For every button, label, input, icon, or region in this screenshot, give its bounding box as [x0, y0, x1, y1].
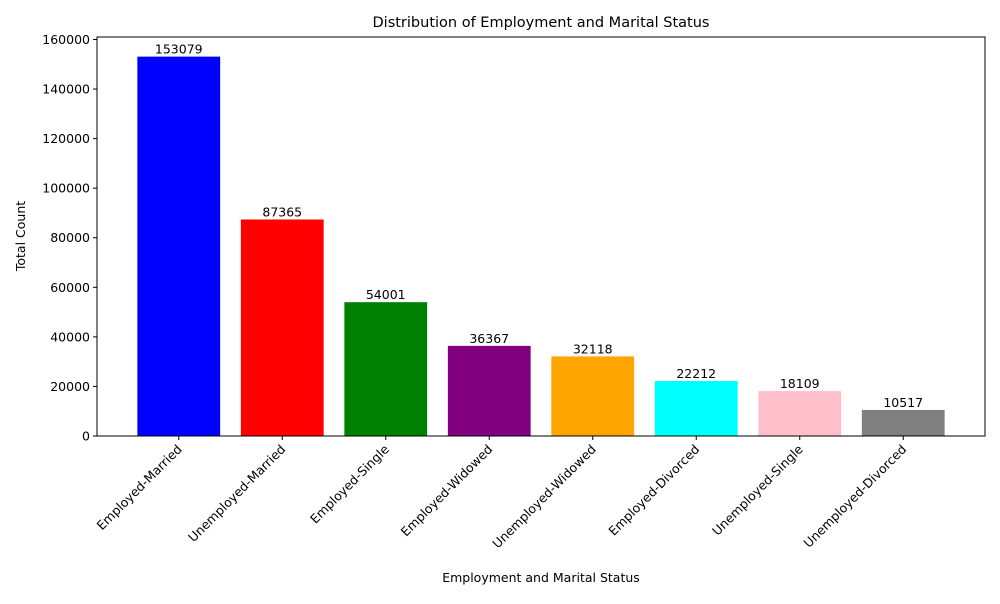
data-label: 36367 [469, 331, 509, 346]
data-label: 22212 [676, 366, 716, 381]
bar-employed-single [344, 302, 428, 436]
x-tick-label: Employed-Widowed [398, 442, 496, 540]
bar-unemployed-married [240, 219, 324, 436]
y-axis-label: Total Count [13, 201, 28, 272]
y-axis-ticks: 0 20000 40000 60000 80000 100000 120000 140000 1… [42, 32, 97, 444]
data-label: 87365 [262, 204, 302, 219]
bar-employed-married [137, 56, 221, 436]
bar-unemployed-divorced [861, 409, 945, 436]
y-tick-label: 120000 [42, 131, 90, 146]
x-tick-label: Employed-Married [93, 442, 184, 533]
x-tick-label: Employed-Divorced [605, 442, 702, 539]
x-tick-label: Unemployed-Married [185, 442, 288, 545]
chart-title: Distribution of Employment and Marital S… [373, 15, 710, 31]
bars-group [137, 56, 945, 436]
x-tick-label: Unemployed-Single [709, 441, 806, 538]
bar-employed-widowed [447, 345, 531, 436]
bar-unemployed-single [758, 391, 842, 436]
x-tick-label: Unemployed-Divorced [800, 442, 909, 551]
data-label: 153079 [155, 42, 203, 57]
data-labels-group: 153079 87365 54001 36367 32118 22212 18109 1051… [155, 42, 923, 410]
y-tick-label: 40000 [50, 329, 90, 344]
y-tick-label: 0 [82, 429, 90, 444]
data-label: 10517 [883, 395, 923, 410]
y-tick-label: 80000 [50, 230, 90, 245]
plot-area-frame [96, 36, 986, 437]
data-label: 54001 [366, 287, 406, 302]
y-tick-label: 140000 [42, 82, 90, 97]
data-label: 32118 [573, 341, 613, 356]
y-tick-label: 20000 [50, 379, 90, 394]
x-axis-label: Employment and Marital Status [442, 570, 640, 585]
y-tick-label: 100000 [42, 181, 90, 196]
x-tick-label: Unemployed-Widowed [489, 442, 599, 552]
bar-unemployed-widowed [551, 356, 635, 436]
y-tick-label: 60000 [50, 280, 90, 295]
bar-employed-divorced [654, 380, 738, 436]
x-axis-ticks: Employed-Married Unemployed-Married Employ… [93, 436, 909, 551]
data-label: 18109 [780, 376, 820, 391]
x-tick-label: Employed-Single [307, 441, 392, 526]
y-tick-label: 160000 [42, 32, 90, 47]
